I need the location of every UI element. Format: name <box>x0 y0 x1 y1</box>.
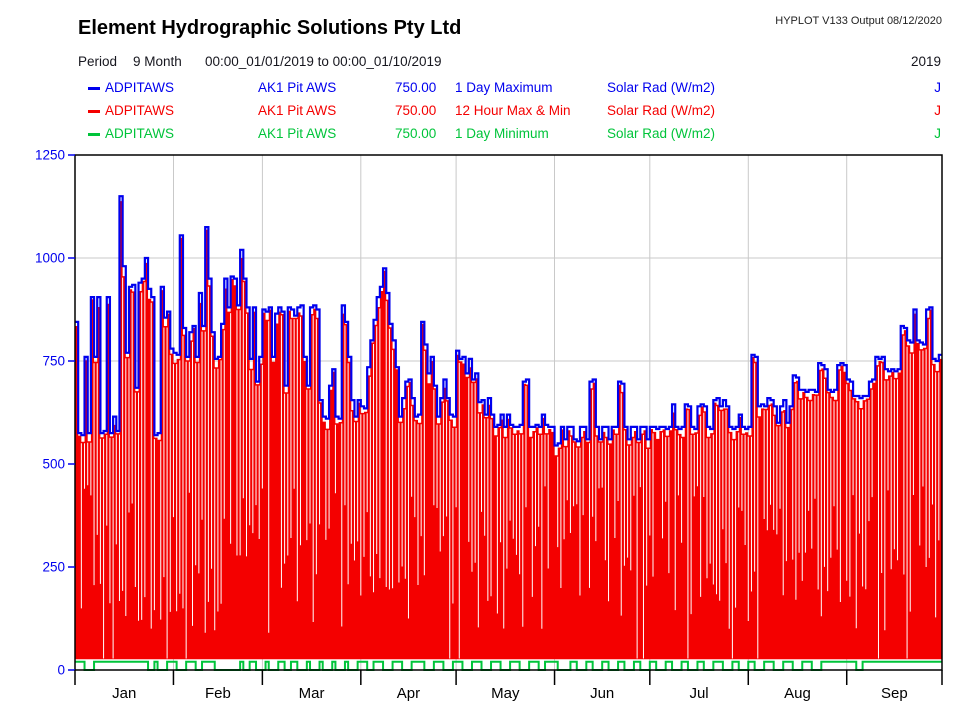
legend-dash-icon <box>88 110 100 113</box>
legend-units: Solar Rad (W/m2) <box>607 80 716 95</box>
legend-site: AK1 Pit AWS <box>258 126 337 141</box>
month-label: Jul <box>689 685 708 702</box>
period-range: 00:00_01/01/2019 to 00:00_01/10/2019 <box>205 54 442 69</box>
page-title: Element Hydrographic Solutions Pty Ltd <box>78 17 462 39</box>
month-label: May <box>491 685 520 702</box>
y-tick-label: 500 <box>42 457 65 472</box>
hyplot-version-label: HYPLOT V133 Output 08/12/2020 <box>775 15 942 27</box>
red-bars-12hr-max-min <box>75 201 942 660</box>
legend-row-maxmin: ADPITAWS AK1 Pit AWS 750.00 12 Hour Max … <box>0 103 968 126</box>
legend-site: AK1 Pit AWS <box>258 80 337 95</box>
month-label: Jan <box>112 685 136 702</box>
legend-value: 750.00 <box>395 80 437 95</box>
month-label: Apr <box>397 685 420 702</box>
legend-trace: 1 Day Minimum <box>455 126 549 141</box>
legend-dash-icon <box>88 87 100 90</box>
period-year: 2019 <box>910 54 941 69</box>
blue-daily-max-step-line <box>75 195 942 447</box>
plot-border <box>74 154 943 671</box>
legend-row-max: ADPITAWS AK1 Pit AWS 750.00 1 Day Maximu… <box>0 80 968 103</box>
legend-row-min: ADPITAWS AK1 Pit AWS 750.00 1 Day Minimu… <box>0 126 968 149</box>
legend-units: Solar Rad (W/m2) <box>607 126 716 141</box>
legend-site: AK1 Pit AWS <box>258 103 337 118</box>
green-daily-min-step-line <box>75 660 942 671</box>
legend-quality-code: J <box>934 103 941 118</box>
period-label: Period <box>78 54 118 69</box>
y-tick-label: 1000 <box>35 251 65 266</box>
month-label: Aug <box>784 685 811 702</box>
y-tick-label: 0 <box>57 663 65 678</box>
legend-dash-icon <box>88 133 100 136</box>
legend-trace: 12 Hour Max & Min <box>455 103 571 118</box>
y-tick-label: 750 <box>42 354 65 369</box>
month-label: Feb <box>205 685 231 702</box>
month-label: Jun <box>590 685 614 702</box>
day-separator-slits <box>80 277 940 659</box>
legend-value: 750.00 <box>395 126 437 141</box>
month-label: Mar <box>299 685 325 702</box>
legend-units: Solar Rad (W/m2) <box>607 103 716 118</box>
legend-value: 750.00 <box>395 103 437 118</box>
legend-station: ADPITAWS <box>105 80 175 95</box>
y-tick-label: 1250 <box>35 148 65 163</box>
legend-station: ADPITAWS <box>105 126 175 141</box>
y-tick-label: 250 <box>42 560 65 575</box>
period-duration: 9 Month <box>133 54 182 69</box>
legend-quality-code: J <box>934 126 941 141</box>
legend-station: ADPITAWS <box>105 103 175 118</box>
legend-trace: 1 Day Maximum <box>455 80 553 95</box>
month-label: Sep <box>881 685 908 702</box>
legend-quality-code: J <box>934 80 941 95</box>
